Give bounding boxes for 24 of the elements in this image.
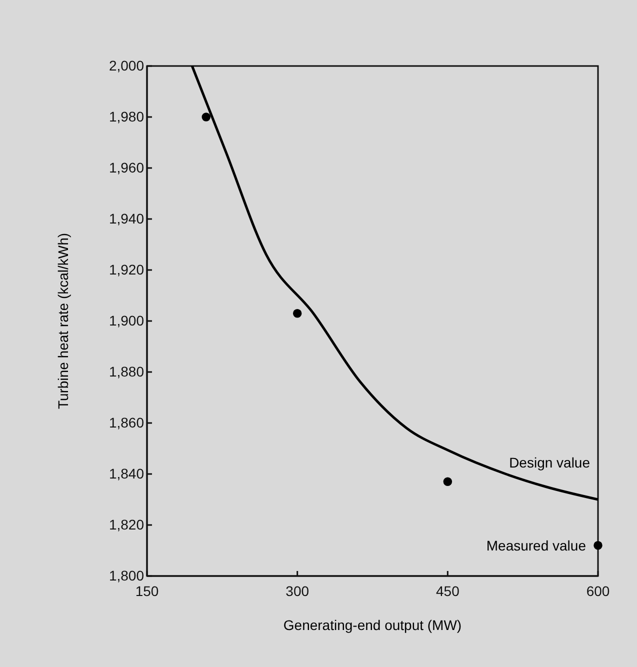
x-tick-label: 600 [586,582,610,599]
x-tick-label: 450 [436,582,460,599]
y-tick-label: 1,800 [108,567,144,584]
y-tick-label: 1,860 [108,414,144,430]
x-axis-title: Generating-end output (MW) [283,617,462,633]
y-tick-label: 1,820 [108,516,144,532]
y-tick-label: 1,840 [108,465,144,482]
point [292,308,302,318]
point [594,541,602,550]
x-tick-label: 150 [135,582,159,599]
y-tick-label: 1,920 [108,261,144,278]
y-tick-label: 2,000 [108,57,144,74]
y-tick-label: 1,900 [108,312,144,328]
point [202,112,210,122]
y-tick-label: 1,980 [108,108,144,124]
y-tick-label: 1,960 [108,159,144,176]
x-tick-label: 300 [286,582,310,599]
series-label: Measured value [486,537,586,554]
point [443,477,452,486]
y-tick-label: 1,880 [108,363,144,380]
y-tick-label: 1,940 [108,210,144,226]
line-series [190,64,600,501]
y-axis-title: Turbine heat rate (kcal/kWh) [55,232,71,410]
series-label: Design value [509,454,590,470]
